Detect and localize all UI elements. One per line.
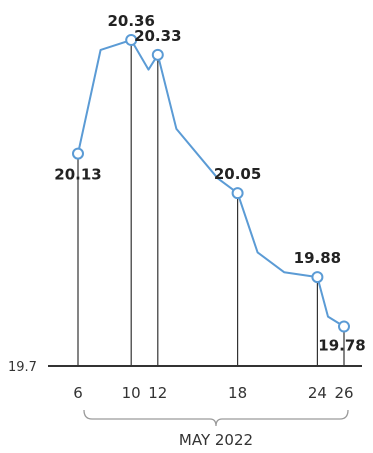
x-tick-label-24: 24 <box>308 384 327 402</box>
data-marker-10 <box>125 34 138 46</box>
data-marker-18 <box>231 187 244 200</box>
data-markers <box>72 34 350 333</box>
period-brace <box>83 409 349 427</box>
data-label-10: 20.36 <box>107 12 154 30</box>
stem-lines <box>77 40 345 366</box>
data-marker-26 <box>338 320 350 333</box>
x-tick-label-12: 12 <box>148 384 167 402</box>
series-line <box>77 39 345 328</box>
data-marker-12 <box>151 48 164 61</box>
x-tick-label-10: 10 <box>122 384 141 402</box>
data-label-6: 20.13 <box>54 166 101 184</box>
data-label-24: 19.88 <box>294 249 341 267</box>
x-tick-label-26: 26 <box>334 384 353 402</box>
x-tick-labels: 6 10 12 18 24 26 <box>73 384 353 402</box>
data-marker-24 <box>311 271 324 284</box>
data-label-18: 20.05 <box>214 165 261 183</box>
data-label-12: 20.33 <box>134 27 181 45</box>
x-tick-label-18: 18 <box>228 384 247 402</box>
data-label-26: 19.78 <box>318 336 365 354</box>
x-tick-label-6: 6 <box>73 384 83 402</box>
y-base-label: 19.7 <box>8 360 37 375</box>
data-marker-6 <box>72 147 84 160</box>
period-label: MAY 2022 <box>179 431 253 449</box>
